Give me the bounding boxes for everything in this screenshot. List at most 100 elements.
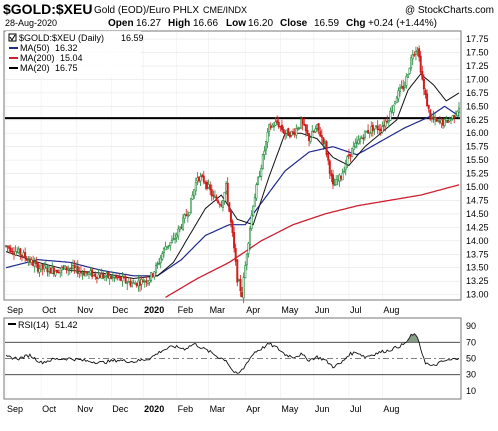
candle-body <box>159 257 162 264</box>
candle-body <box>178 226 181 230</box>
candle-body <box>336 179 339 182</box>
x-tick-label: Apr <box>246 305 260 315</box>
candle-body <box>103 276 106 278</box>
candle-body <box>97 274 100 279</box>
rsi-x-tick-label: Dec <box>112 404 129 414</box>
open-label: Open <box>108 18 134 29</box>
candle-body <box>258 175 261 178</box>
candle-body <box>277 121 280 128</box>
candle-body <box>87 272 90 275</box>
candle-body <box>89 270 92 274</box>
low-label: Low <box>226 18 246 29</box>
candle-body <box>220 204 223 207</box>
candle-body <box>111 276 114 278</box>
candle-body <box>422 78 425 90</box>
candle-body <box>276 120 279 123</box>
candle-body <box>229 210 232 223</box>
rsi-line <box>5 333 460 374</box>
candle-body <box>312 131 315 133</box>
candle-body <box>365 131 368 133</box>
candle-body <box>280 124 283 130</box>
candle-body <box>386 120 389 123</box>
candle-body <box>339 176 342 179</box>
x-tick-label: Feb <box>178 305 194 315</box>
candle-body <box>16 251 19 253</box>
candle-body <box>30 259 33 263</box>
candle-body <box>268 124 271 132</box>
candle-body <box>352 145 355 150</box>
close-value: 16.59 <box>314 18 339 29</box>
ma20-line <box>5 73 460 280</box>
candle-body <box>430 116 433 119</box>
high-label: High <box>168 18 190 29</box>
candle-body <box>389 110 392 121</box>
open-value: 16.27 <box>136 18 161 29</box>
candle-body <box>437 119 440 122</box>
candle-body <box>33 262 36 267</box>
x-tick-label: Nov <box>77 305 94 315</box>
candle-body <box>43 265 46 270</box>
candle-body <box>174 238 177 240</box>
candle-body <box>296 128 299 130</box>
candle-body <box>395 97 398 104</box>
candle-body <box>398 87 401 92</box>
symbol-title: $GOLD:$XEU <box>3 1 92 17</box>
candle-body <box>119 276 122 281</box>
candle-body <box>51 267 54 274</box>
legend-ma200-name: MA(200) <box>20 53 55 63</box>
candle-body <box>375 125 378 128</box>
price-tick-label: 13.75 <box>466 249 489 259</box>
candle-body <box>44 266 47 268</box>
rsi-tick-label: 70 <box>466 337 476 347</box>
candle-body <box>413 54 416 56</box>
candle-body <box>264 141 267 151</box>
candle-body <box>373 127 376 130</box>
candle-body <box>346 156 349 165</box>
candle-body <box>298 127 301 129</box>
candle-body <box>35 261 38 264</box>
candle-body <box>325 141 328 155</box>
candle-body <box>154 265 157 273</box>
candle-body <box>121 276 124 282</box>
candle-body <box>429 109 432 120</box>
candle-body <box>135 282 138 287</box>
price-tick-label: 16.75 <box>466 88 489 98</box>
price-tick-label: 16.25 <box>466 115 489 125</box>
candle-body <box>363 130 366 139</box>
candle-body <box>65 266 68 271</box>
candle-body <box>317 123 320 131</box>
candle-body <box>403 85 406 88</box>
candle-body <box>126 282 129 285</box>
candle-body <box>5 245 8 247</box>
candle-body <box>408 67 411 74</box>
candle-body <box>71 264 74 269</box>
candle-body <box>241 291 244 298</box>
candle-body <box>177 228 180 237</box>
candle-body <box>274 121 277 126</box>
x-tick-label: Dec <box>112 305 129 315</box>
candle-body <box>255 184 258 199</box>
legend-series-name: $GOLD:$XEU (Daily) <box>19 33 104 43</box>
candle-body <box>411 54 414 60</box>
candle-body <box>357 139 360 144</box>
price-tick-label: 14.25 <box>466 222 489 232</box>
candle-body <box>81 272 84 275</box>
candle-body <box>383 124 386 127</box>
candle-body <box>12 252 15 255</box>
candle-body <box>443 119 446 127</box>
candle-body <box>400 86 403 88</box>
candle-body <box>124 276 127 283</box>
candle-body <box>202 175 205 183</box>
price-tick-label: 15.25 <box>466 169 489 179</box>
price-tick-label: 17.00 <box>466 74 489 84</box>
candle-body <box>247 242 250 254</box>
candle-body <box>8 246 11 249</box>
candle-body <box>83 272 86 276</box>
candle-body <box>180 227 183 229</box>
candle-body <box>335 179 338 186</box>
chg-label: Chg <box>346 18 365 29</box>
candle-body <box>132 282 135 284</box>
rsi-x-tick-label: Sep <box>7 404 23 414</box>
candle-body <box>100 273 103 280</box>
candle-body <box>292 131 295 134</box>
